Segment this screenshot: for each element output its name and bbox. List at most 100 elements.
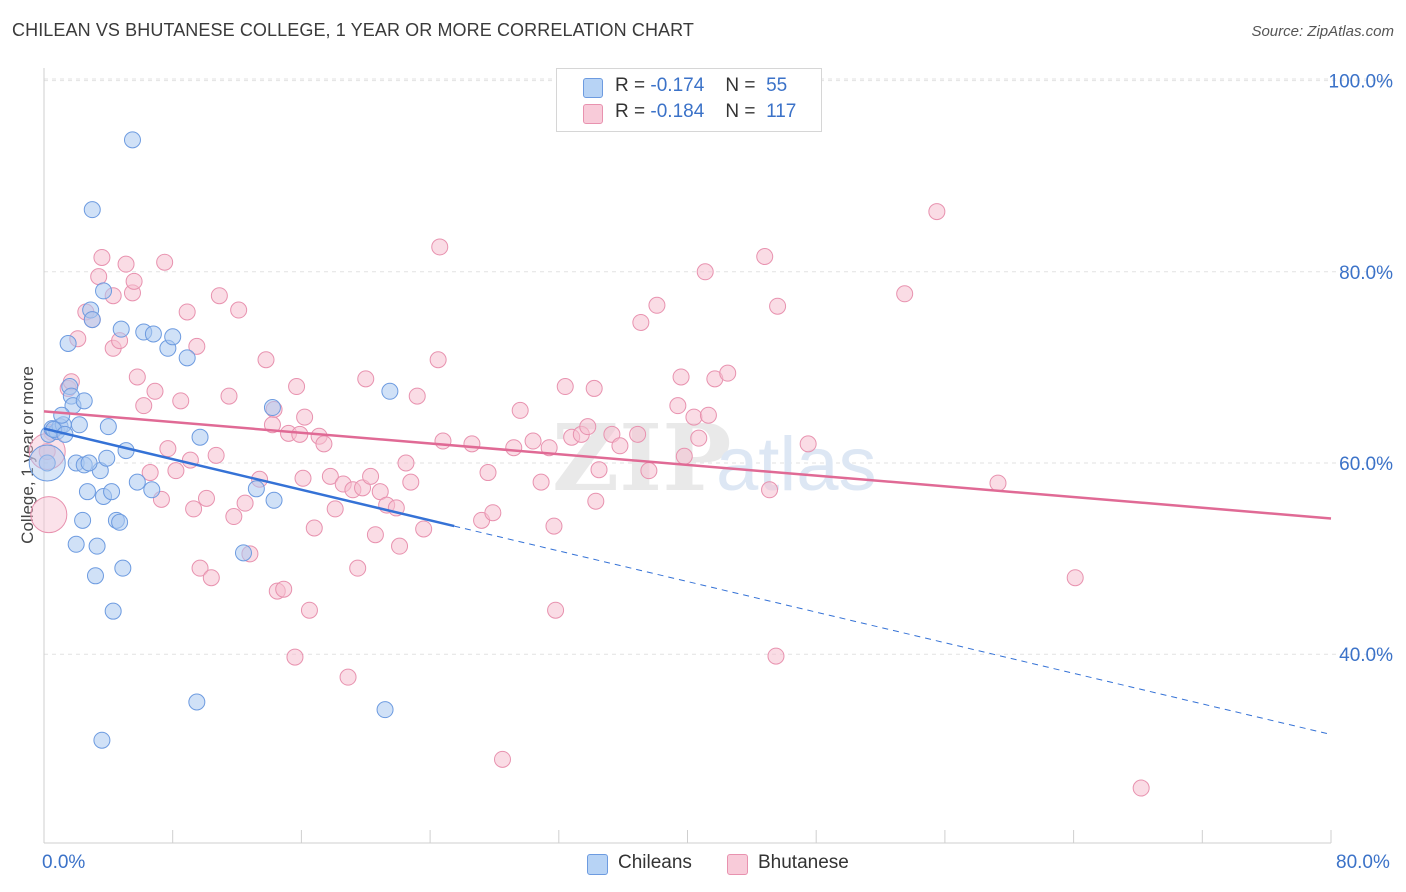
chileans-point: [38, 454, 56, 472]
bhutanese-point: [761, 481, 779, 499]
bhutanese-point: [397, 454, 415, 472]
chileans-point: [99, 418, 117, 436]
bhutanese-point: [532, 473, 550, 491]
legend-swatch-bhutanese: [583, 104, 603, 124]
chileans-trend-extension: [454, 525, 1332, 735]
chileans-point: [88, 537, 106, 555]
bhutanese-point: [197, 489, 215, 507]
bhutanese-point: [928, 203, 946, 221]
legend-swatch-chileans: [587, 854, 608, 875]
bhutanese-point: [257, 351, 275, 369]
chileans-point: [123, 131, 141, 149]
chileans-point: [144, 325, 162, 343]
chileans-point: [74, 511, 92, 529]
y-tick-label: 40.0%: [1339, 645, 1393, 666]
chileans-point: [191, 428, 209, 446]
chileans-point: [53, 406, 71, 424]
legend-r-label: R =: [615, 75, 646, 96]
chileans-point: [247, 480, 265, 498]
bhutanese-point: [305, 519, 323, 537]
bhutanese-point: [159, 440, 177, 458]
chileans-point: [93, 731, 111, 749]
bhutanese-point: [1132, 779, 1150, 797]
bhutanese-point: [167, 462, 185, 480]
chileans-point: [75, 392, 93, 410]
bhutanese-point: [479, 464, 497, 482]
bhutanese-point: [236, 494, 254, 512]
bhutanese-point: [294, 469, 312, 487]
bhutanese-point: [696, 263, 714, 281]
bhutanese-point: [315, 435, 333, 453]
legend-swatch-chileans: [583, 78, 603, 98]
y-tick-label: 60.0%: [1339, 454, 1393, 475]
bhutanese-point: [230, 301, 248, 319]
chileans-point: [83, 311, 101, 329]
chileans-point: [103, 483, 121, 501]
bhutanese-point: [300, 601, 318, 619]
bhutanese-point: [207, 446, 225, 464]
bhutanese-point: [191, 559, 209, 577]
chileans-trend-line: [43, 427, 455, 528]
source-label: Source: ZipAtlas.com: [1251, 23, 1394, 40]
chileans-point: [178, 349, 196, 367]
bhutanese-point: [362, 467, 380, 485]
bhutanese-point: [357, 370, 375, 388]
bhutanese-point: [431, 238, 449, 256]
bhutanese-point: [185, 500, 203, 518]
bhutanese-point: [556, 378, 574, 396]
chileans-point: [164, 328, 182, 346]
chileans-point: [128, 473, 146, 491]
bhutanese-point: [484, 504, 502, 522]
bhutanese-point: [685, 408, 703, 426]
bhutanese-point: [896, 285, 914, 303]
chileans-point: [381, 382, 399, 400]
bhutanese-point: [178, 303, 196, 321]
chileans-point: [188, 693, 206, 711]
chileans-point: [98, 449, 116, 467]
bhutanese-point: [429, 351, 447, 369]
bhutanese-point: [326, 500, 344, 518]
y-tick-labels: 100.0% 80.0% 60.0% 40.0%: [1329, 72, 1394, 667]
bhutanese-point: [117, 255, 135, 273]
bhutanese-point: [125, 272, 143, 290]
x-tick-min: 0.0%: [42, 852, 86, 873]
series-chileans: [28, 131, 399, 749]
bhutanese-point: [989, 474, 1007, 492]
bhutanese-point: [690, 429, 708, 447]
chart-title: CHILEAN VS BHUTANESE COLLEGE, 1 YEAR OR …: [12, 20, 695, 40]
bhutanese-point: [135, 397, 153, 415]
chileans-point: [86, 567, 104, 585]
bhutanese-point: [672, 368, 690, 386]
bhutanese-point: [263, 416, 281, 434]
bhutanese-point: [202, 569, 220, 587]
bhutanese-point: [286, 648, 304, 666]
bhutanese-point: [349, 559, 367, 577]
bhutanese-point: [415, 520, 433, 538]
grid-lines: [44, 78, 1394, 655]
legend-label-chileans: Chileans: [618, 852, 692, 873]
bhutanese-cluster-point: [30, 496, 68, 534]
chileans-point: [112, 320, 130, 338]
chileans-point: [70, 416, 88, 434]
bhutanese-point: [93, 248, 111, 266]
bhutanese-point: [90, 268, 108, 286]
chileans-point: [95, 282, 113, 300]
bhutanese-point: [640, 462, 658, 480]
bhutanese-point: [225, 508, 243, 526]
chileans-point: [67, 535, 85, 553]
bhutanese-point: [296, 408, 314, 426]
bhutanese-point: [629, 425, 647, 443]
legend-n-value: 117: [766, 101, 797, 122]
bhutanese-point: [220, 387, 238, 405]
bhutanese-point: [434, 432, 452, 450]
legend-n-label: N =: [725, 101, 756, 122]
chileans-point: [234, 544, 252, 562]
bhutanese-point: [669, 397, 687, 415]
bhutanese-point: [146, 382, 164, 400]
bhutanese-point: [585, 379, 603, 397]
legend-r-label: R =: [615, 101, 646, 122]
chileans-point: [143, 481, 161, 499]
bhutanese-point: [767, 647, 785, 665]
bhutanese-point: [648, 296, 666, 314]
chileans-point: [265, 491, 283, 509]
